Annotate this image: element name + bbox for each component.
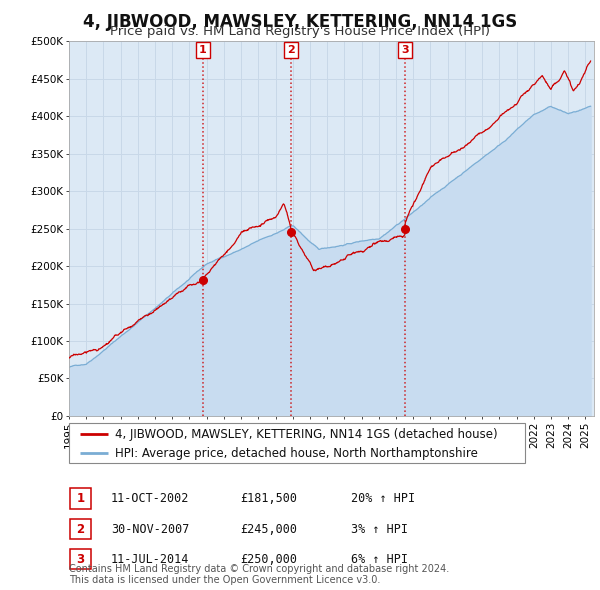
FancyBboxPatch shape [70,489,91,509]
Text: HPI: Average price, detached house, North Northamptonshire: HPI: Average price, detached house, Nort… [115,447,478,460]
Text: 2: 2 [76,523,85,536]
Text: £245,000: £245,000 [240,523,297,536]
Text: 6% ↑ HPI: 6% ↑ HPI [351,553,408,566]
Text: 4, JIBWOOD, MAWSLEY, KETTERING, NN14 1GS (detached house): 4, JIBWOOD, MAWSLEY, KETTERING, NN14 1GS… [115,428,497,441]
Text: Price paid vs. HM Land Registry's House Price Index (HPI): Price paid vs. HM Land Registry's House … [110,25,490,38]
FancyBboxPatch shape [69,423,525,463]
Text: 2: 2 [287,45,295,55]
Text: 30-NOV-2007: 30-NOV-2007 [111,523,190,536]
Text: 3% ↑ HPI: 3% ↑ HPI [351,523,408,536]
Text: 11-OCT-2002: 11-OCT-2002 [111,492,190,505]
Text: 4, JIBWOOD, MAWSLEY, KETTERING, NN14 1GS: 4, JIBWOOD, MAWSLEY, KETTERING, NN14 1GS [83,13,517,31]
FancyBboxPatch shape [70,519,91,539]
Text: 20% ↑ HPI: 20% ↑ HPI [351,492,415,505]
FancyBboxPatch shape [70,549,91,569]
Text: Contains HM Land Registry data © Crown copyright and database right 2024.
This d: Contains HM Land Registry data © Crown c… [69,563,449,585]
Text: 3: 3 [401,45,409,55]
Text: 1: 1 [76,492,85,505]
Text: £181,500: £181,500 [240,492,297,505]
Text: 11-JUL-2014: 11-JUL-2014 [111,553,190,566]
Text: 3: 3 [76,553,85,566]
Text: 1: 1 [199,45,207,55]
Text: £250,000: £250,000 [240,553,297,566]
